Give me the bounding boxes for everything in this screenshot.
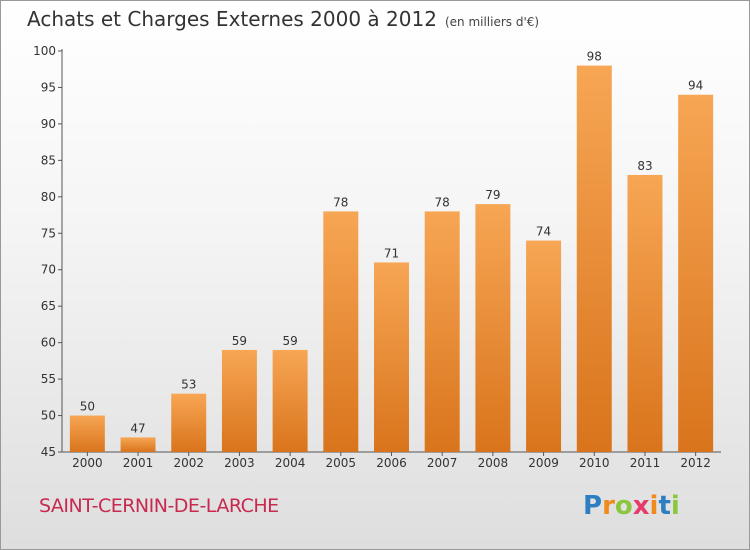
logo-letter: r <box>602 491 615 521</box>
value-label: 78 <box>333 195 348 209</box>
axes: 45 50 55 60 65 70 75 80 85 90 95 100 <box>33 44 721 459</box>
x-tick-label: 2001 <box>123 456 154 470</box>
y-tick-label: 85 <box>41 153 56 167</box>
bar <box>323 211 359 452</box>
y-tick-label: 100 <box>33 44 56 58</box>
labels: 50 2000 47 2001 53 2002 59 2003 59 2004 78 2005 71 20… <box>72 50 711 470</box>
y-tick-label: 80 <box>41 190 56 204</box>
logo-letter: P <box>583 491 603 521</box>
logo-letter: o <box>614 491 633 521</box>
y-tick-label: 95 <box>41 80 56 94</box>
bar <box>678 94 714 452</box>
logo-letter: i <box>649 491 659 521</box>
logo-letter: x <box>632 491 650 521</box>
value-label: 59 <box>282 334 297 348</box>
bar <box>424 211 460 452</box>
chart-subtitle: (en milliers d'€) <box>444 15 540 29</box>
value-label: 98 <box>587 50 602 64</box>
value-label: 50 <box>80 400 95 414</box>
bar <box>171 393 207 452</box>
value-label: 79 <box>485 188 500 202</box>
value-label: 53 <box>181 378 196 392</box>
y-tick-label: 50 <box>41 409 56 423</box>
y-tick-label: 45 <box>41 445 56 459</box>
x-tick-label: 2010 <box>579 456 610 470</box>
bar <box>120 437 156 452</box>
y-tick-label: 70 <box>41 263 56 277</box>
value-label: 71 <box>384 246 399 260</box>
x-tick-label: 2011 <box>630 456 661 470</box>
bar <box>627 174 663 453</box>
logo-letter: i <box>670 491 680 521</box>
bar <box>374 262 409 452</box>
bar <box>576 65 612 452</box>
x-tick-label: 2004 <box>275 456 306 470</box>
title-text: Achats et Charges Externes 2000 à 2012 <box>27 7 437 31</box>
y-tick-label: 55 <box>41 372 56 386</box>
proxiti-logo: Proxiti <box>583 491 680 521</box>
x-tick-label: 2006 <box>376 456 407 470</box>
value-label: 74 <box>536 225 551 239</box>
x-tick-label: 2002 <box>173 456 204 470</box>
x-tick-label: 2009 <box>528 456 559 470</box>
bar <box>526 240 562 452</box>
value-label: 94 <box>688 79 703 93</box>
logo-letter: t <box>658 491 671 521</box>
value-label: 78 <box>435 195 450 209</box>
bar <box>272 349 308 452</box>
chart-title: Achats et Charges Externes 2000 à 2012 (e… <box>27 7 539 31</box>
commune-name: SAINT-CERNIN-DE-LARCHE <box>39 495 279 517</box>
bars <box>69 65 714 453</box>
y-tick-label: 65 <box>41 299 56 313</box>
value-label: 83 <box>637 159 652 173</box>
bar <box>221 349 257 452</box>
x-tick-label: 2005 <box>326 456 357 470</box>
y-tick-label: 75 <box>41 226 56 240</box>
bar <box>69 415 105 452</box>
x-tick-label: 2003 <box>224 456 255 470</box>
bar <box>475 204 511 452</box>
x-tick-label: 2007 <box>427 456 458 470</box>
y-tick-label: 60 <box>41 336 56 350</box>
x-tick-label: 2008 <box>478 456 509 470</box>
x-tick-label: 2000 <box>72 456 103 470</box>
value-label: 59 <box>232 334 247 348</box>
value-label: 47 <box>130 421 145 435</box>
x-tick-label: 2012 <box>680 456 711 470</box>
y-tick-label: 90 <box>41 117 56 131</box>
